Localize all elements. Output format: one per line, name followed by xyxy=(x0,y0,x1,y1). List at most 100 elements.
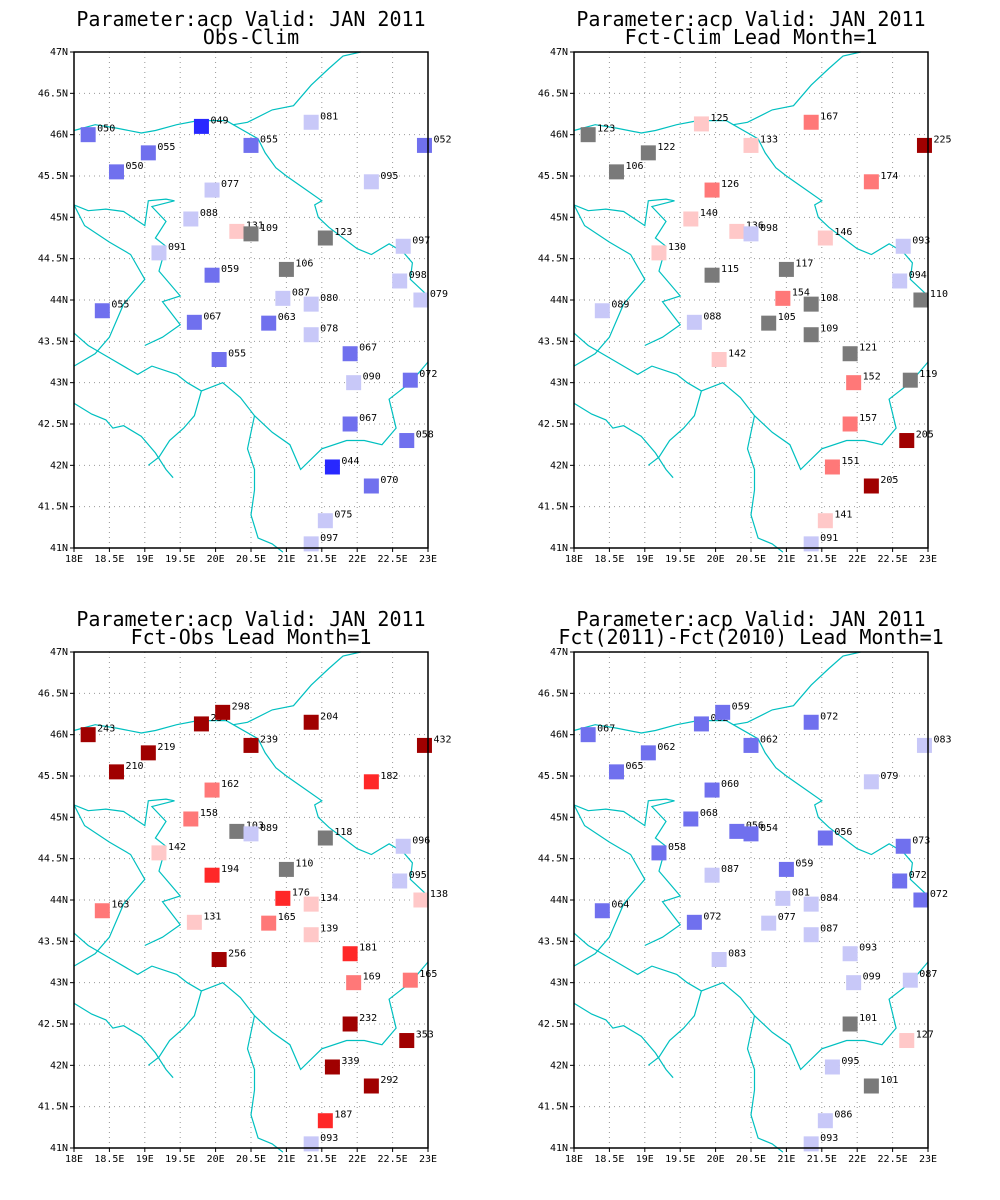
border-line xyxy=(573,804,646,967)
lon-tick-label: 18E xyxy=(65,1154,83,1165)
border-line xyxy=(573,332,929,471)
station-value-label: 298 xyxy=(232,701,250,712)
border-line xyxy=(573,1002,674,1079)
border-line xyxy=(746,1015,784,1153)
station-marker: 095 xyxy=(363,171,398,190)
station-marker: 176 xyxy=(275,887,310,906)
lat-tick-label: 47N xyxy=(550,647,568,658)
station-square xyxy=(275,890,291,906)
station-marker: 141 xyxy=(817,510,852,529)
station-square xyxy=(686,914,702,930)
station-value-label: 103 xyxy=(246,820,264,831)
station-square xyxy=(395,838,411,854)
lat-tick-label: 42N xyxy=(50,460,68,471)
lat-tick-label: 44.5N xyxy=(38,254,68,265)
station-marker: 059 xyxy=(778,858,813,877)
station-square xyxy=(846,975,862,991)
station-marker: 050 xyxy=(80,124,115,143)
station-marker: 101 xyxy=(842,1013,877,1032)
station-value-label: 054 xyxy=(760,823,778,834)
station-marker: 083 xyxy=(711,949,746,968)
lat-tick-label: 42N xyxy=(550,1060,568,1071)
station-square xyxy=(743,226,759,242)
station-marker: 142 xyxy=(711,349,746,368)
lon-tick-label: 19.5E xyxy=(665,554,695,565)
station-marker: 072 xyxy=(686,911,721,930)
station-value-label: 073 xyxy=(912,835,930,846)
station-marker: 068 xyxy=(683,808,718,827)
station-square xyxy=(363,1078,379,1094)
station-marker: 080 xyxy=(303,293,338,312)
lon-tick-label: 20E xyxy=(707,1154,725,1165)
station-marker: 109 xyxy=(243,223,278,242)
station-value-label: 056 xyxy=(834,827,852,838)
station-square xyxy=(913,292,929,308)
station-square xyxy=(303,536,319,552)
lon-tick-label: 19E xyxy=(636,554,654,565)
border-line xyxy=(73,204,146,367)
border-line xyxy=(647,990,702,1066)
station-marker: 256 xyxy=(211,949,246,968)
station-marker: 084 xyxy=(803,893,838,912)
lat-tick-label: 43N xyxy=(50,978,68,989)
station-marker: 096 xyxy=(395,835,430,854)
station-square xyxy=(413,892,429,908)
station-value-label: 095 xyxy=(841,1056,859,1067)
station-square xyxy=(303,296,319,312)
station-value-label: 110 xyxy=(295,858,313,869)
station-square xyxy=(863,174,879,190)
station-value-label: 087 xyxy=(292,287,310,298)
border-line xyxy=(73,798,182,947)
station-square xyxy=(711,952,727,968)
lon-tick-label: 18.5E xyxy=(94,554,124,565)
station-value-label: 142 xyxy=(168,842,186,853)
station-square xyxy=(183,211,199,227)
station-value-label: 117 xyxy=(795,258,813,269)
station-marker: 205 xyxy=(899,430,934,449)
station-square xyxy=(392,273,408,289)
station-marker: 083 xyxy=(916,734,952,753)
station-marker: 103 xyxy=(229,820,264,839)
lon-tick-label: 21E xyxy=(777,1154,795,1165)
station-value-label: 044 xyxy=(341,456,359,467)
lon-tick-label: 19E xyxy=(636,1154,654,1165)
station-marker: 219 xyxy=(140,742,175,761)
lat-tick-label: 46.5N xyxy=(38,688,68,699)
station-marker: 110 xyxy=(913,289,948,308)
station-marker: 062 xyxy=(640,742,675,761)
station-value-label: 098 xyxy=(760,223,778,234)
station-marker: 081 xyxy=(303,111,338,130)
station-square xyxy=(183,811,199,827)
station-marker: 065 xyxy=(608,761,644,780)
lon-tick-label: 22E xyxy=(848,554,866,565)
station-value-label: 089 xyxy=(611,300,629,311)
station-value-label: 084 xyxy=(820,893,838,904)
station-square xyxy=(399,1033,415,1049)
station-square xyxy=(683,211,699,227)
lat-tick-label: 43.5N xyxy=(538,336,568,347)
station-square xyxy=(651,245,667,261)
station-value-label: 097 xyxy=(412,235,430,246)
station-square xyxy=(729,823,745,839)
station-marker: 054 xyxy=(743,823,778,842)
station-square xyxy=(683,811,699,827)
station-square xyxy=(94,903,110,919)
station-marker: 140 xyxy=(683,208,718,227)
station-marker: 106 xyxy=(278,258,313,277)
station-marker: 165 xyxy=(261,912,296,931)
station-value-label: 134 xyxy=(320,893,338,904)
lon-tick-label: 23E xyxy=(419,554,437,565)
panel-title: Parameter:acp Valid: JAN 2011 xyxy=(576,7,925,31)
station-square xyxy=(803,1136,819,1152)
lat-tick-label: 41N xyxy=(50,543,68,554)
station-marker: 093 xyxy=(895,235,930,254)
station-value-label: 109 xyxy=(260,223,278,234)
station-square xyxy=(693,716,709,732)
station-value-label: 140 xyxy=(700,208,718,219)
station-marker: 133 xyxy=(743,134,778,153)
station-value-label: 088 xyxy=(703,311,721,322)
station-square xyxy=(640,145,656,161)
station-marker: 090 xyxy=(346,372,381,391)
border-line xyxy=(573,798,682,947)
station-value-label: 055 xyxy=(157,142,175,153)
